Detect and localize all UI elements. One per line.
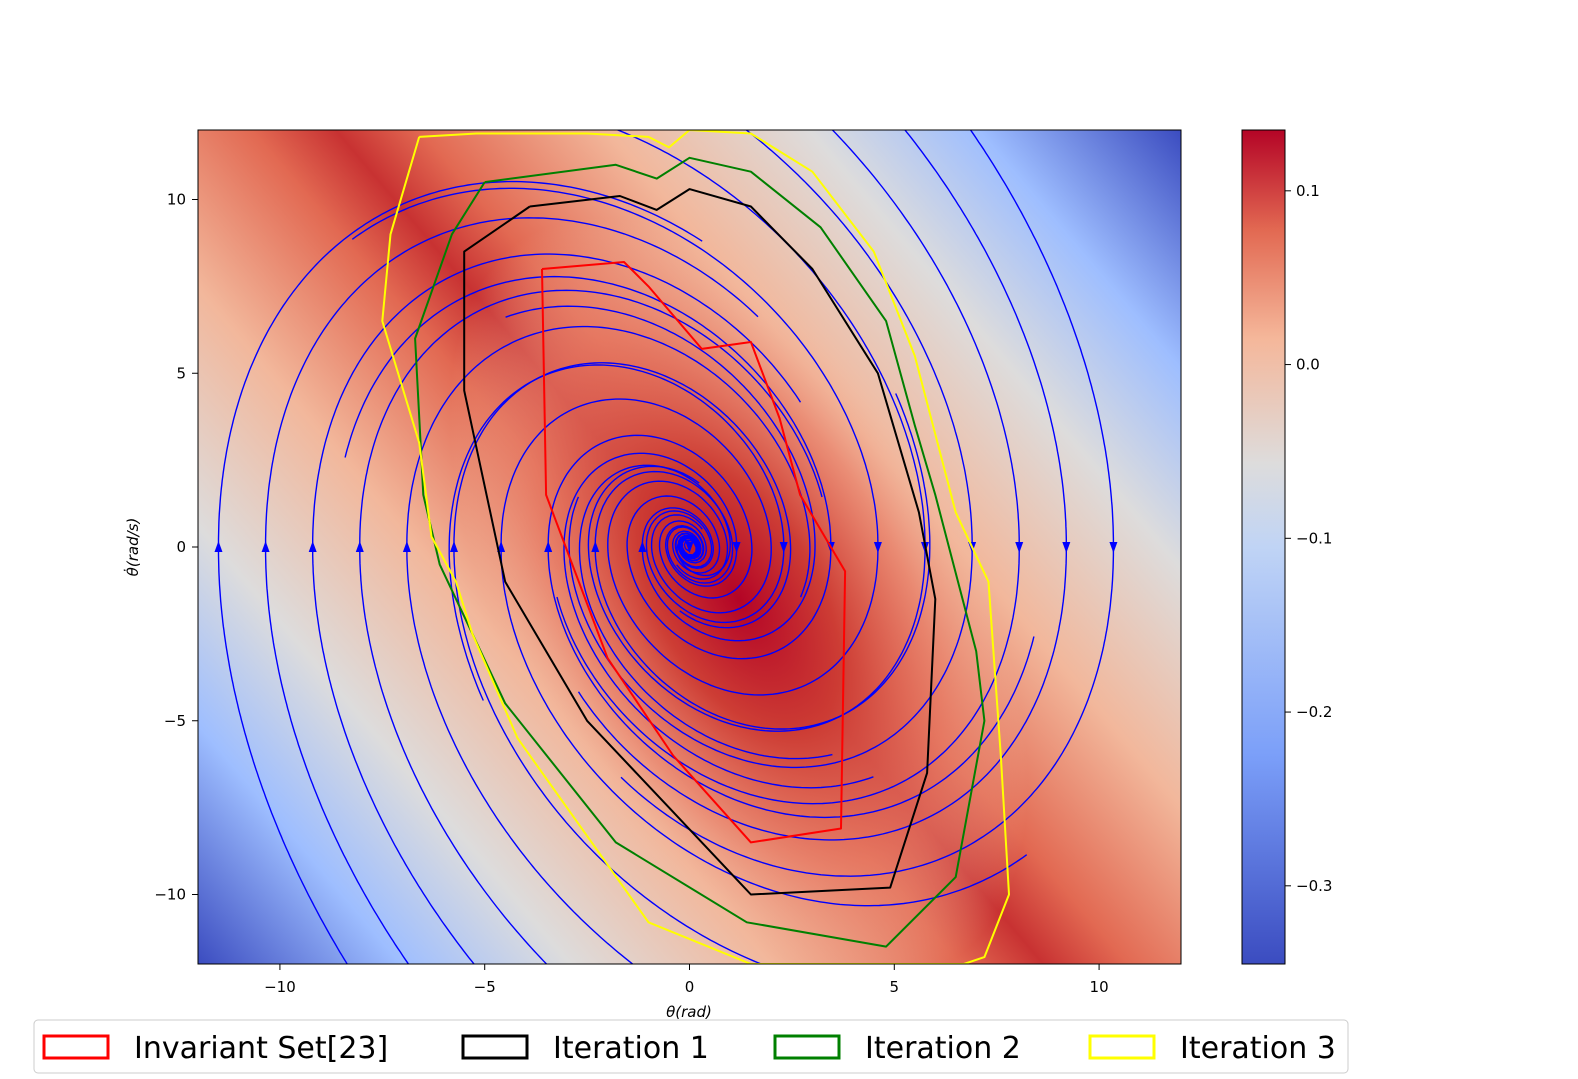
legend-entry-label: Iteration 2 xyxy=(865,1031,1021,1066)
streamline-arrow xyxy=(308,541,317,552)
colorbar-gradient xyxy=(1241,129,1286,965)
streamline xyxy=(312,253,802,964)
x-axis-label: θ(rad) xyxy=(666,1003,712,1021)
x-tick-label: −10 xyxy=(264,978,296,996)
streamline xyxy=(359,289,823,964)
heatmap-peak-region xyxy=(449,217,1029,964)
y-tick-label: 10 xyxy=(167,191,186,209)
streamline-arrow xyxy=(214,541,223,552)
y-tick-label: 5 xyxy=(176,364,186,382)
colorbar-tick-label: 0.0 xyxy=(1296,356,1320,374)
streamline-arrow xyxy=(1015,542,1024,553)
legend-swatch xyxy=(42,1034,110,1060)
streamline-arrow xyxy=(402,541,411,552)
streamline-arrow xyxy=(685,542,694,553)
streamline xyxy=(406,325,811,964)
streamline-arrow xyxy=(544,541,553,552)
series-iteration-3 xyxy=(381,130,1010,964)
y-tick-label: 0 xyxy=(176,538,186,556)
streamline-arrow xyxy=(449,541,458,552)
y-axis-ticks: −10 −5 0 5 10 xyxy=(154,191,198,904)
streamline xyxy=(577,130,1067,841)
legend-entry-label: Iteration 3 xyxy=(1180,1031,1336,1066)
streamline-arrow xyxy=(732,542,741,553)
streamline-arrow xyxy=(355,541,364,552)
streamline xyxy=(568,130,973,769)
legend-swatch xyxy=(1088,1034,1156,1060)
legend-frame xyxy=(33,1019,1349,1074)
y-axis-label: θ̇(rad/s) xyxy=(123,518,142,577)
legend-entry-label: Invariant Set[23] xyxy=(134,1031,388,1066)
colorbar-tick-label: −0.2 xyxy=(1296,703,1332,721)
streamline-arrow xyxy=(638,541,647,552)
legend: Invariant Set[23] Iteration 1 Iteration 2 I… xyxy=(33,1019,1349,1074)
colorbar-tick-label: −0.3 xyxy=(1296,877,1332,895)
x-tick-label: 10 xyxy=(1090,978,1109,996)
y-tick-label: −10 xyxy=(154,886,186,904)
colorbar-ticks: 0.1 0.0 −0.1 −0.2 −0.3 xyxy=(1285,182,1332,895)
x-tick-label: −5 xyxy=(474,978,496,996)
streamline-arrow xyxy=(591,541,600,552)
streamlines xyxy=(214,130,1118,964)
streamline-arrow xyxy=(261,541,270,552)
streamline xyxy=(620,130,1115,877)
legend-swatch xyxy=(773,1034,841,1060)
series-layer xyxy=(381,130,1010,964)
colorbar: 0.1 0.0 −0.1 −0.2 −0.3 xyxy=(1241,129,1332,965)
colorbar-tick-label: 0.1 xyxy=(1296,182,1320,200)
colorbar-tick-label: −0.1 xyxy=(1296,529,1332,547)
x-tick-label: 0 xyxy=(685,978,695,996)
streamline-arrow xyxy=(779,542,788,553)
series-invariant-set-23 xyxy=(541,261,847,844)
x-axis-ticks: −10 −5 0 5 10 xyxy=(264,964,1109,996)
y-tick-label: −5 xyxy=(164,712,186,730)
streamline xyxy=(217,180,703,964)
series-iteration-1 xyxy=(463,188,937,896)
streamline-arrow xyxy=(1062,542,1071,553)
streamline xyxy=(264,217,759,964)
legend-entry-label: Iteration 1 xyxy=(553,1031,709,1066)
streamline-arrow xyxy=(873,542,882,553)
streamline-arrow xyxy=(1109,542,1118,553)
x-tick-label: 5 xyxy=(890,978,900,996)
legend-swatch xyxy=(461,1034,529,1060)
